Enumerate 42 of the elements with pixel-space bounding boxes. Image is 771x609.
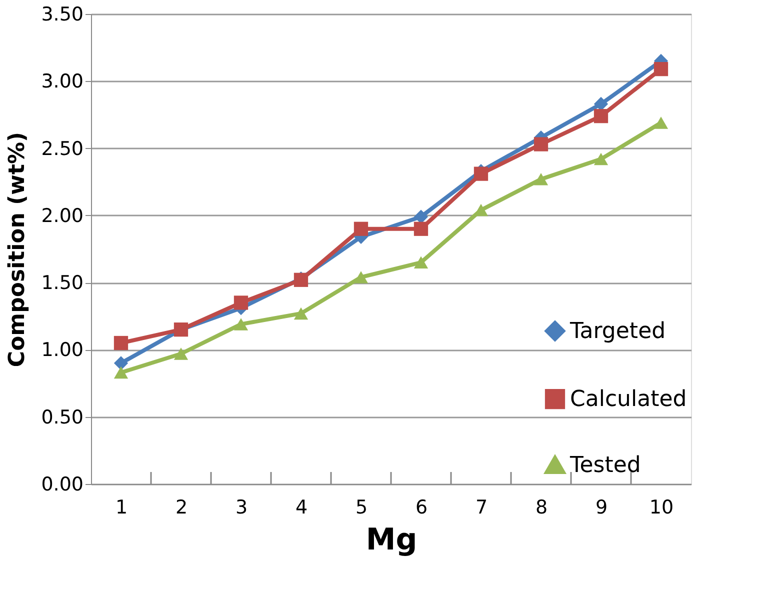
point — [114, 356, 128, 370]
y-tick-label: 2.00 — [41, 204, 84, 227]
point — [654, 62, 668, 76]
x-tick-label: 3 — [235, 496, 248, 518]
point — [174, 348, 188, 360]
point — [234, 296, 248, 310]
point — [414, 210, 428, 224]
legend-label: Tested — [569, 453, 641, 478]
legend-label: Targeted — [569, 319, 666, 344]
point — [354, 222, 368, 236]
point — [594, 152, 608, 166]
point — [414, 222, 428, 236]
x-axis-title: Mg — [366, 522, 418, 558]
x-tick-label: 2 — [175, 496, 188, 518]
y-tick-label: 3.50 — [41, 4, 84, 26]
point — [474, 166, 488, 181]
x-tick-label: 10 — [649, 496, 674, 518]
point — [654, 116, 668, 129]
y-tick-label: 0.50 — [41, 406, 84, 428]
point — [294, 307, 308, 320]
y-tick-label: 1.50 — [41, 272, 84, 294]
point — [354, 271, 368, 284]
point — [114, 366, 128, 379]
x-tick-label: 8 — [535, 496, 548, 518]
point — [414, 256, 428, 269]
point — [114, 336, 128, 350]
point — [594, 108, 608, 124]
y-tick-label: 2.50 — [41, 138, 84, 160]
legend-label: Calculated — [570, 387, 687, 412]
x-tick-label: 4 — [295, 496, 308, 518]
x-tick-label: 5 — [355, 496, 368, 518]
y-tick-label: 1.00 — [41, 339, 84, 362]
point — [234, 318, 248, 330]
x-tick-label: 7 — [475, 496, 488, 518]
point — [534, 137, 548, 152]
x-tick-label: 1 — [115, 496, 128, 518]
x-tick-label: 9 — [595, 496, 608, 518]
x-tick-label: 6 — [415, 496, 428, 518]
y-axis-title: Composition (wt%) — [5, 132, 30, 368]
point — [534, 173, 548, 186]
y-tick-label: 3.00 — [41, 70, 84, 93]
y-tick-label: 0.00 — [41, 474, 84, 496]
